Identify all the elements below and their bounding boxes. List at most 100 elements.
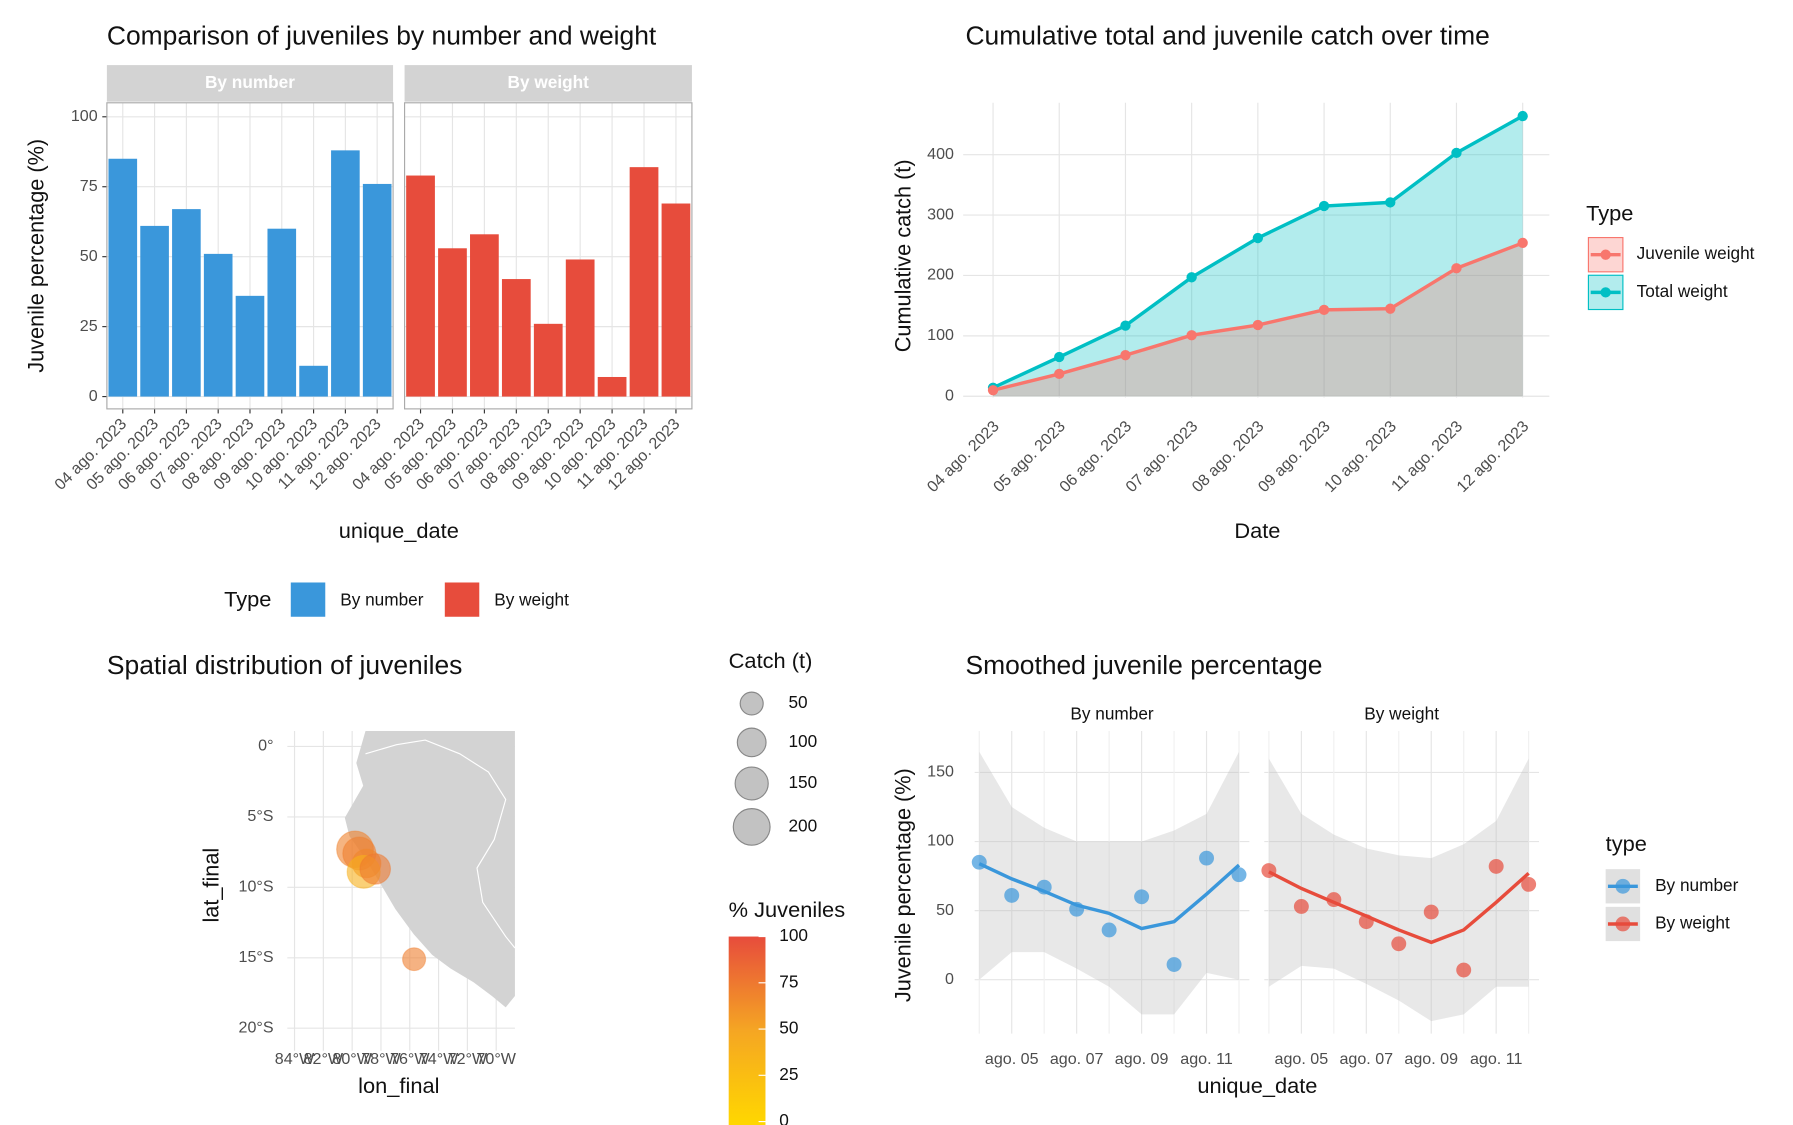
point — [1036, 879, 1052, 895]
legend-label: 150 — [788, 772, 817, 792]
y-tick-label: 15°S — [238, 948, 273, 966]
chart-title: Spatial distribution of juveniles — [107, 650, 463, 680]
y-tick-label: 50 — [936, 901, 954, 919]
legend-size — [734, 766, 769, 801]
point — [1358, 914, 1374, 930]
point — [1004, 888, 1020, 903]
chart-title: Comparison of juveniles by number and we… — [107, 21, 657, 51]
legend-size — [739, 691, 764, 716]
y-axis-title: Cumulative catch (t) — [890, 159, 915, 352]
legend-title: Type — [1586, 201, 1633, 226]
chart-title: Smoothed juvenile percentage — [965, 650, 1322, 680]
bar — [533, 323, 563, 397]
point — [1186, 330, 1197, 341]
x-axis-title: unique_date — [339, 518, 459, 543]
legend-dot — [1615, 878, 1631, 894]
point — [1199, 850, 1215, 866]
y-tick-label: 0° — [258, 737, 273, 755]
point — [1054, 351, 1065, 363]
point — [1293, 899, 1309, 914]
bar — [470, 234, 499, 397]
bar — [362, 183, 392, 397]
strip-label: By number — [1070, 704, 1154, 724]
point — [1385, 303, 1396, 314]
legend-label: 100 — [779, 925, 808, 945]
x-tick-label: ago. 05 — [1275, 1050, 1329, 1068]
x-tick-label: ago. 07 — [1339, 1050, 1393, 1068]
colorbar — [728, 936, 766, 1125]
ribbon — [979, 751, 1240, 1015]
y-tick-label: 0 — [945, 387, 954, 405]
point — [1456, 962, 1472, 978]
legend-dot — [1600, 249, 1611, 260]
chart-title: Cumulative total and juvenile catch over… — [965, 21, 1489, 51]
point — [971, 854, 987, 870]
point — [1391, 936, 1407, 952]
point — [1069, 901, 1085, 917]
y-axis-title: Juvenile percentage (%) — [890, 768, 915, 1002]
legend-title: Catch (t) — [729, 648, 813, 673]
x-tick-label: ago. 11 — [1470, 1050, 1523, 1068]
legend-label: 75 — [779, 971, 798, 991]
point — [1318, 304, 1330, 316]
point — [1054, 368, 1065, 380]
panel-border — [403, 102, 693, 410]
legend-dot — [1600, 287, 1611, 298]
x-tick-label: ago. 09 — [1115, 1050, 1169, 1068]
point — [1252, 319, 1264, 331]
legend-label: By weight — [494, 589, 569, 609]
ribbon — [1268, 758, 1529, 1022]
x-axis-title: lon_final — [358, 1073, 439, 1098]
legend-title: type — [1606, 831, 1647, 856]
point — [1252, 232, 1264, 244]
legend-label: Total weight — [1637, 281, 1728, 301]
x-tick-label: 70°W — [476, 1050, 516, 1068]
bar — [267, 228, 297, 397]
point — [1451, 263, 1462, 274]
point — [1166, 957, 1182, 972]
x-tick-label: ago. 09 — [1404, 1050, 1458, 1068]
legend-key — [444, 582, 480, 617]
point — [359, 853, 392, 885]
legend-label: Juvenile weight — [1637, 243, 1755, 263]
bar — [661, 203, 691, 397]
y-tick-label: 300 — [927, 205, 954, 223]
y-tick-label: 0 — [945, 970, 954, 988]
point — [1326, 892, 1342, 907]
x-axis-title: Date — [1234, 518, 1280, 543]
point — [1488, 858, 1504, 874]
bar — [299, 365, 328, 397]
strip-label: By weight — [508, 72, 590, 92]
legend-label: 50 — [788, 692, 807, 712]
point — [1120, 350, 1131, 361]
legend-size — [736, 727, 767, 758]
legend-label: 0 — [779, 1110, 789, 1125]
legend-title: % Juveniles — [729, 897, 846, 922]
y-tick-label: 25 — [80, 317, 98, 335]
bar — [140, 225, 169, 397]
legend-label: By number — [340, 589, 424, 609]
panel-border — [106, 102, 394, 410]
point — [1101, 922, 1117, 938]
point — [1318, 200, 1330, 212]
legend-label: 100 — [788, 731, 817, 751]
x-tick-label: ago. 11 — [1180, 1050, 1233, 1068]
land — [344, 730, 515, 1008]
legend-dot — [1615, 916, 1631, 932]
bar — [172, 209, 201, 397]
bar — [565, 259, 595, 397]
x-tick-label: 74°W — [419, 1050, 459, 1068]
bar — [331, 150, 360, 397]
point — [1423, 904, 1439, 920]
strip-label: By weight — [1364, 704, 1439, 724]
point — [402, 947, 427, 972]
y-tick-label: 0 — [89, 387, 98, 405]
y-axis-title: Juvenile percentage (%) — [24, 139, 49, 373]
point — [1134, 889, 1150, 905]
point — [1451, 147, 1462, 159]
point — [1517, 110, 1528, 122]
point — [1231, 867, 1247, 883]
point — [1261, 863, 1277, 878]
bar — [597, 376, 627, 397]
strip-label: By number — [205, 72, 295, 92]
